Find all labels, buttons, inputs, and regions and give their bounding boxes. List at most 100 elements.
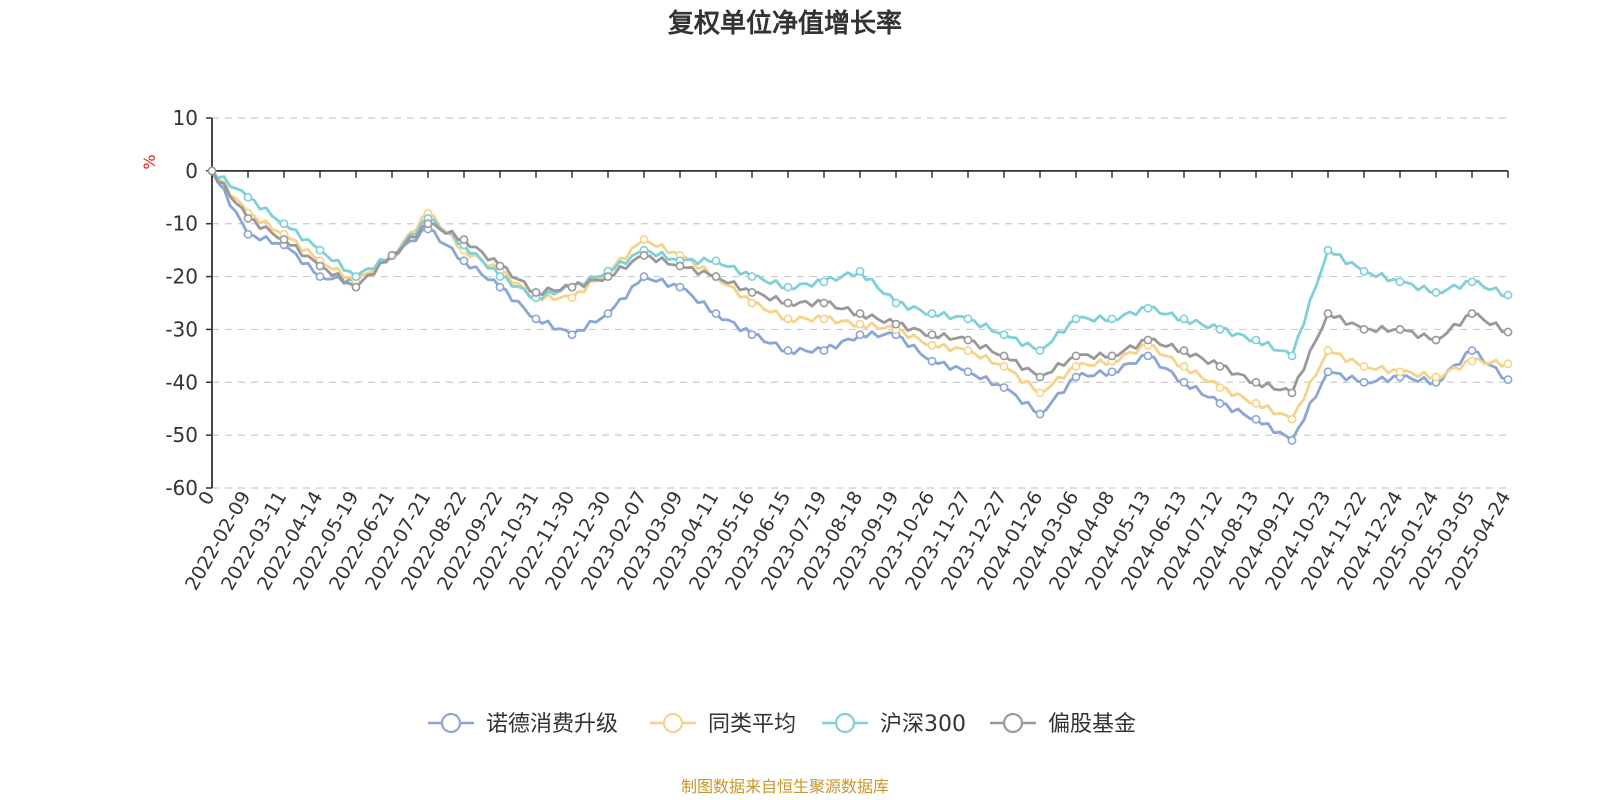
- data-point: [531, 288, 541, 297]
- data-point: [639, 272, 649, 281]
- data-point: [711, 309, 721, 318]
- data-point: [1467, 277, 1477, 287]
- y-tick-label: -10: [165, 212, 198, 236]
- data-point: [315, 272, 325, 281]
- data-point: [999, 383, 1009, 392]
- data-point: [747, 298, 757, 308]
- data-point: [1071, 314, 1081, 324]
- data-point: [1035, 346, 1045, 355]
- legend-marker-icon: [834, 712, 856, 734]
- chart-title: 复权单位净值增长率: [668, 8, 902, 39]
- data-point: [1215, 325, 1225, 334]
- data-point: [1251, 414, 1261, 424]
- data-point: [1503, 290, 1513, 300]
- data-point: [243, 192, 253, 202]
- y-tick-label: -60: [165, 476, 198, 500]
- legend-marker-icon: [440, 712, 462, 734]
- data-point: [351, 272, 361, 281]
- data-point: [495, 282, 505, 292]
- legend-marker-icon: [662, 712, 684, 734]
- data-point: [603, 272, 613, 281]
- y-tick-label: -20: [165, 265, 198, 289]
- data-point: [1359, 325, 1369, 334]
- data-point: [1467, 309, 1477, 318]
- data-point: [747, 288, 757, 297]
- data-point: [495, 261, 505, 271]
- data-point: [1143, 351, 1153, 361]
- legend-label: 同类平均: [708, 712, 796, 737]
- data-point: [387, 251, 397, 260]
- data-point: [891, 298, 901, 308]
- data-point: [999, 330, 1009, 340]
- data-point: [1395, 367, 1405, 377]
- data-point: [963, 346, 973, 355]
- x-tick-label: 0: [194, 488, 219, 509]
- data-point: [351, 282, 361, 292]
- legend: 诺德消费升级 同类平均 沪深300 偏股基金: [428, 712, 1136, 737]
- y-tick-label: 0: [185, 159, 198, 183]
- data-point: [1503, 375, 1513, 385]
- legend-item[interactable]: 诺德消费升级: [428, 712, 618, 737]
- data-point: [1323, 367, 1333, 377]
- data-point: [1251, 399, 1261, 408]
- data-point: [1035, 409, 1045, 419]
- data-point: [1251, 335, 1261, 345]
- data-point: [999, 362, 1009, 371]
- legend-item[interactable]: 沪深300: [822, 712, 966, 737]
- data-point: [1107, 367, 1117, 377]
- data-point: [567, 293, 577, 303]
- data-point: [963, 367, 973, 377]
- y-tick-label: -50: [165, 423, 198, 447]
- data-point: [639, 235, 649, 244]
- legend-item[interactable]: 同类平均: [650, 712, 796, 737]
- data-point: [1431, 288, 1441, 297]
- data-point: [1179, 346, 1189, 355]
- data-point: [855, 309, 865, 318]
- data-point: [1251, 377, 1261, 387]
- legend-item[interactable]: 偏股基金: [990, 712, 1136, 737]
- data-point: [819, 314, 829, 324]
- data-point: [675, 282, 685, 292]
- data-point: [639, 251, 649, 260]
- data-point: [927, 309, 937, 318]
- data-point: [855, 319, 865, 329]
- y-tick-label: 10: [173, 106, 198, 130]
- data-point: [1287, 414, 1297, 424]
- data-point: [1179, 362, 1189, 371]
- data-point: [1143, 335, 1153, 345]
- data-point: [1035, 388, 1045, 398]
- data-point: [279, 235, 289, 244]
- data-point: [1467, 346, 1477, 355]
- data-point: [315, 245, 325, 255]
- data-point: [1287, 388, 1297, 398]
- data-point: [1179, 377, 1189, 387]
- series-lines: [207, 166, 1513, 445]
- data-point: [279, 219, 289, 229]
- y-tick-label: -40: [165, 370, 198, 394]
- series-line: [210, 170, 1509, 442]
- legend-label: 偏股基金: [1048, 712, 1136, 737]
- data-point: [855, 330, 865, 340]
- data-point: [1287, 351, 1297, 361]
- data-point: [711, 272, 721, 281]
- data-point: [819, 298, 829, 308]
- data-point: [1107, 351, 1117, 361]
- series-line: [210, 170, 1509, 395]
- data-point: [927, 340, 937, 350]
- data-point: [891, 319, 901, 329]
- data-point: [783, 282, 793, 292]
- legend-label: 沪深300: [880, 712, 966, 737]
- data-point: [459, 256, 469, 266]
- data-point: [1467, 356, 1477, 366]
- data-point: [1395, 325, 1405, 334]
- grid-lines: [212, 117, 1508, 489]
- data-point: [963, 335, 973, 345]
- data-point: [1431, 372, 1441, 382]
- data-point: [1287, 436, 1297, 445]
- data-point: [1215, 362, 1225, 371]
- data-point: [1071, 372, 1081, 382]
- data-point: [1503, 327, 1513, 337]
- data-point: [711, 256, 721, 266]
- data-point: [567, 330, 577, 340]
